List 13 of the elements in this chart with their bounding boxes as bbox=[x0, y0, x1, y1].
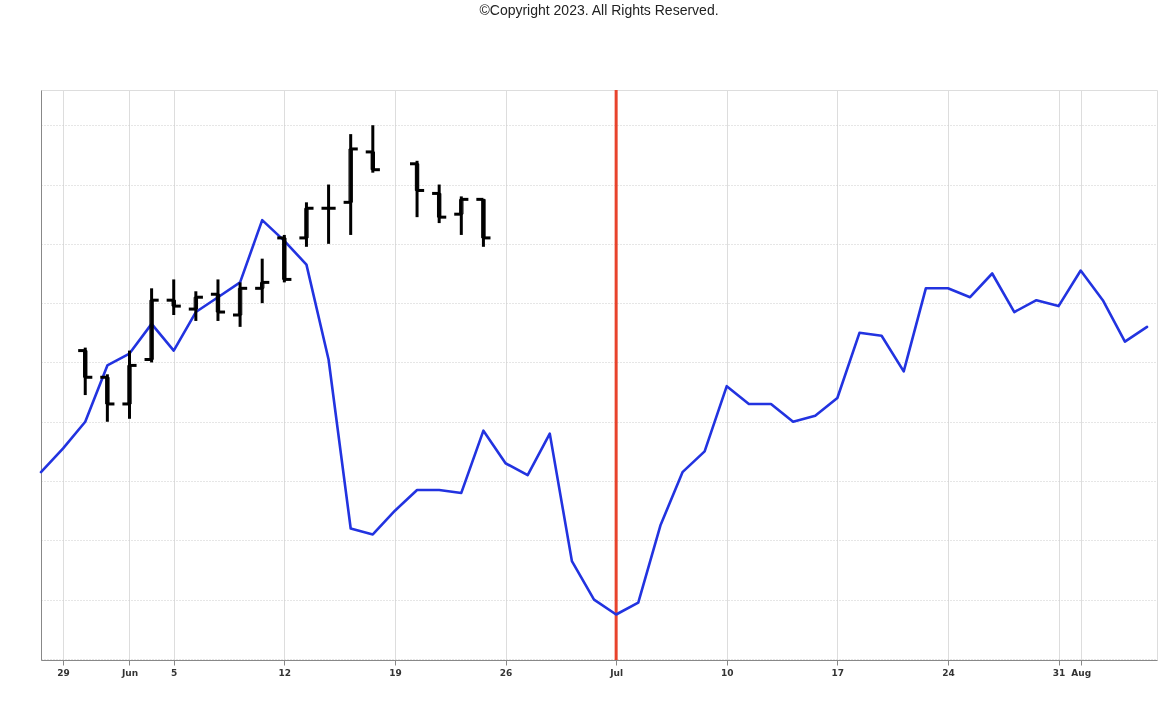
x-tick-label: 12 bbox=[278, 667, 292, 678]
x-tick-label: 10 bbox=[720, 667, 734, 678]
x-tick-label: 24 bbox=[942, 667, 955, 678]
x-tick-label: 26 bbox=[499, 667, 513, 678]
text: ©Copyright 2023. All Rights Reserved. bbox=[479, 2, 719, 18]
x-tick-label: Jul bbox=[609, 667, 624, 678]
x-tick-label: 29 bbox=[57, 667, 70, 678]
x-tick-label: 31 bbox=[1052, 667, 1066, 678]
x-tick-label: 5 bbox=[171, 667, 178, 678]
x-tick-label: 19 bbox=[389, 667, 402, 678]
x-tick-label: Aug bbox=[1071, 667, 1092, 678]
x-tick-label: Jun bbox=[120, 667, 139, 678]
x-tick-label: 17 bbox=[831, 667, 845, 678]
